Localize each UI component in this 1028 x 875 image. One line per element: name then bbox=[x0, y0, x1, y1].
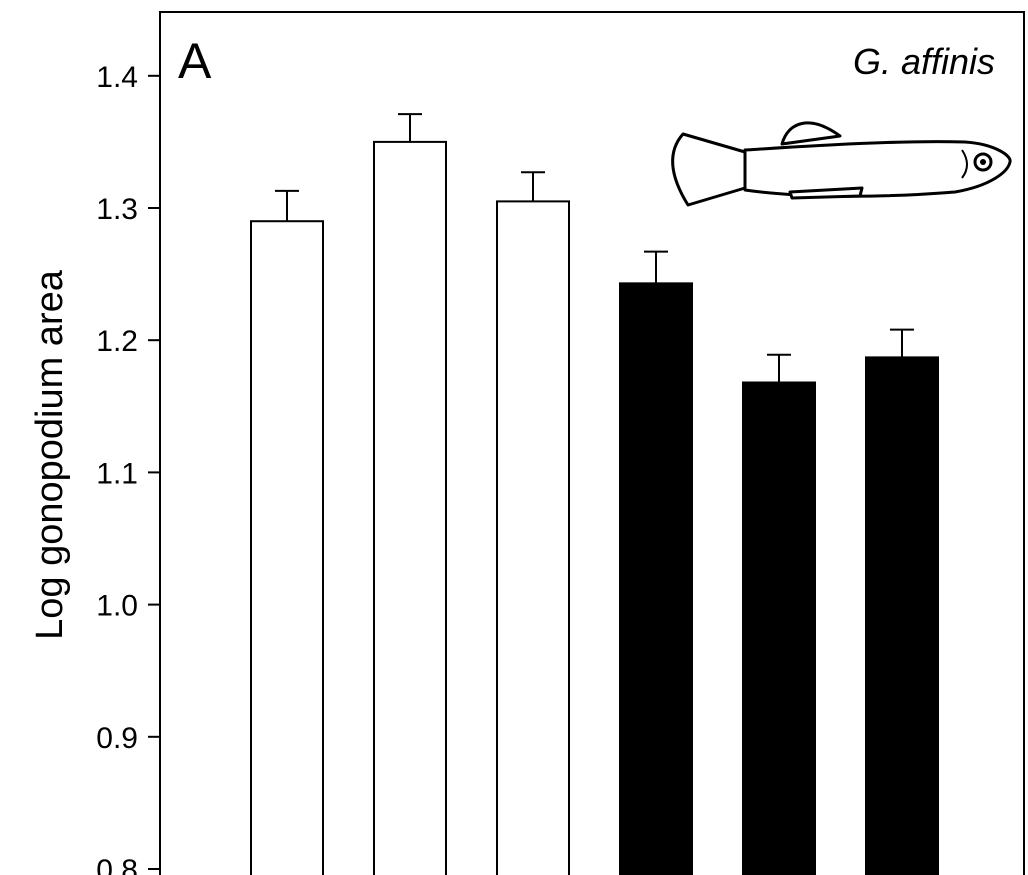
y-tick-label: 1.1 bbox=[96, 457, 138, 490]
y-tick-label: 0.9 bbox=[96, 722, 138, 755]
y-tick-label: 1.4 bbox=[96, 61, 138, 94]
y-tick-label: 0.8 bbox=[96, 854, 138, 875]
bar-6 bbox=[865, 356, 939, 875]
error-bar-3 bbox=[521, 171, 545, 202]
error-bar-4 bbox=[644, 250, 668, 284]
bar-3 bbox=[496, 200, 570, 875]
error-bar-5 bbox=[767, 353, 791, 383]
panel-label: A bbox=[178, 33, 212, 89]
error-bar-1 bbox=[275, 189, 299, 222]
y-tick-label: 1.3 bbox=[96, 193, 138, 226]
error-bars bbox=[275, 113, 914, 383]
y-tick-label: 1.2 bbox=[96, 325, 138, 358]
y-tick-label: 1.0 bbox=[96, 590, 138, 623]
species-label: G. affinis bbox=[853, 41, 995, 82]
y-axis-label: Log gonopodium area bbox=[29, 269, 71, 640]
bar-4 bbox=[619, 282, 693, 875]
bars bbox=[250, 140, 939, 875]
bar-2 bbox=[373, 140, 447, 875]
mosquitofish-drawing-icon bbox=[671, 121, 1012, 207]
y-axis-ticks: 0.8 0.9 1.0 1.1 1.2 1.3 1.4 bbox=[96, 61, 160, 875]
plot-frame bbox=[159, 11, 1025, 875]
error-bar-6 bbox=[890, 328, 914, 358]
bar-5 bbox=[742, 381, 816, 875]
bar-1 bbox=[250, 220, 324, 875]
error-bar-2 bbox=[398, 113, 422, 142]
